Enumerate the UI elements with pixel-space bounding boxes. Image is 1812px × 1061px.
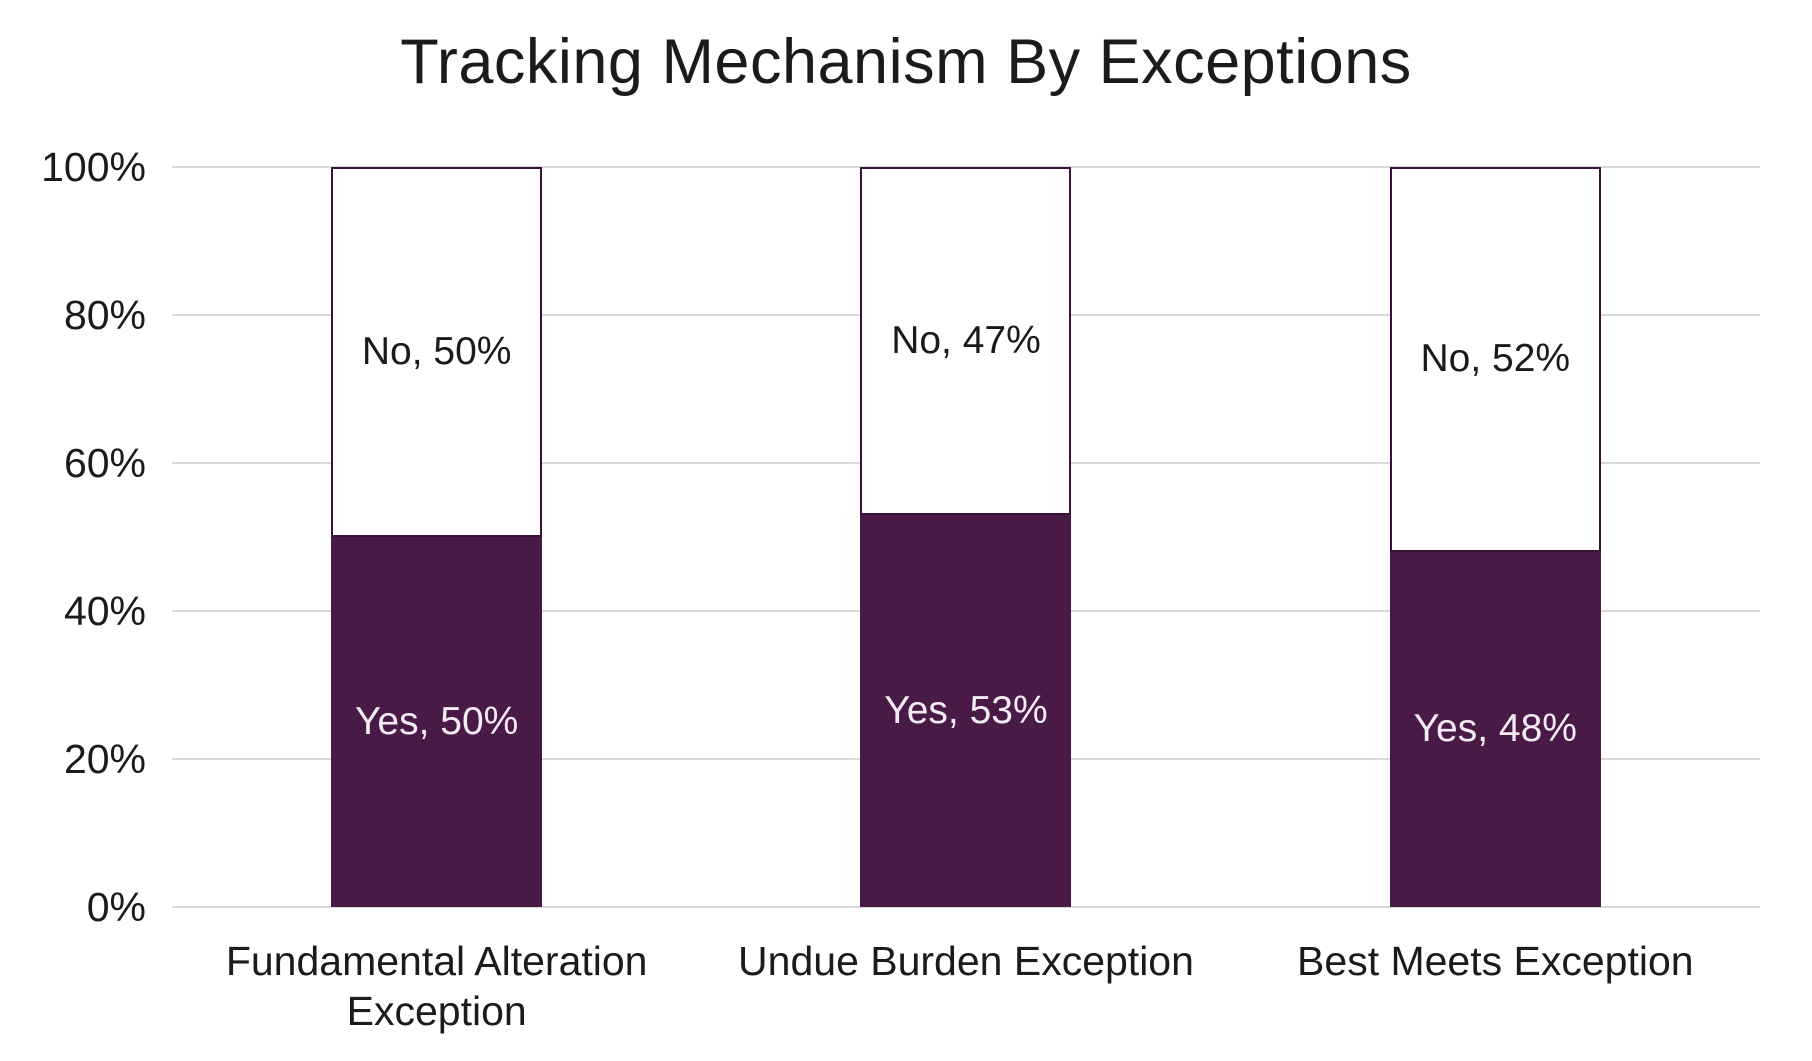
y-axis-tick-label: 60%: [63, 440, 146, 486]
y-axis-tick-label: 0%: [86, 884, 146, 930]
category-slot: No, 50% Yes, 50%: [172, 167, 701, 907]
bar-group: No, 50% Yes, 50%: [331, 167, 543, 907]
bars-layer: No, 50% Yes, 50% No, 47% Yes, 53%: [172, 167, 1760, 907]
y-axis-tick-label: 80%: [63, 292, 146, 338]
bar-group: No, 52% Yes, 48%: [1389, 167, 1601, 907]
y-axis-tick-label: 40%: [63, 588, 146, 634]
segment-no: No, 50%: [331, 167, 543, 537]
bar-group: No, 47% Yes, 53%: [860, 167, 1072, 907]
segment-no: No, 52%: [1389, 167, 1601, 552]
x-axis-category-label: Best Meets Exception: [1297, 938, 1694, 984]
data-label-no: No, 47%: [891, 318, 1041, 362]
x-axis-category-label: Fundamental Alteration Exception: [225, 938, 648, 1034]
chart-title: Tracking Mechanism By Exceptions: [400, 27, 1412, 97]
segment-yes: Yes, 48%: [1389, 551, 1601, 907]
segment-no: No, 47%: [860, 167, 1072, 515]
category-slot: No, 52% Yes, 48%: [1231, 167, 1760, 907]
data-label-no: No, 52%: [1420, 337, 1571, 381]
data-label-yes: Yes, 48%: [1413, 707, 1577, 751]
y-axis-tick-label: 20%: [63, 736, 146, 782]
gridline: [172, 166, 1760, 168]
category-slot: No, 47% Yes, 53%: [701, 167, 1230, 907]
plot-area: No, 50% Yes, 50% No, 47% Yes, 53%: [172, 166, 1760, 908]
x-axis-category-label: Undue Burden Exception: [738, 938, 1194, 984]
data-label-no: No, 50%: [361, 330, 512, 373]
segment-yes: Yes, 53%: [860, 514, 1072, 907]
segment-yes: Yes, 50%: [331, 537, 543, 907]
data-label-yes: Yes, 53%: [884, 688, 1048, 732]
x-axis-baseline: [172, 906, 1760, 908]
y-axis-tick-label: 100%: [41, 144, 146, 190]
x-axis: Fundamental Alteration Exception Undue B…: [172, 936, 1760, 1036]
data-label-yes: Yes, 50%: [354, 700, 519, 743]
